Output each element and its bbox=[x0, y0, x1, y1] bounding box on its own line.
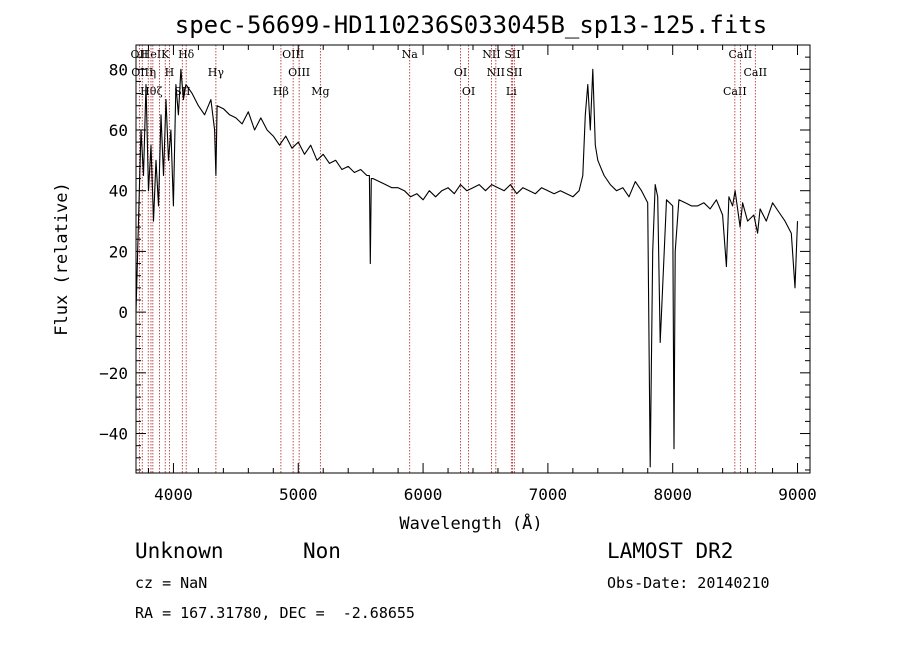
line-label: Hγ bbox=[208, 66, 225, 79]
y-tick-label: 20 bbox=[109, 242, 128, 261]
y-tick-label: 60 bbox=[109, 121, 128, 140]
line-label: SII bbox=[504, 48, 520, 61]
x-tick-label: 4000 bbox=[154, 485, 193, 504]
line-label: OI bbox=[462, 85, 475, 98]
line-label: NII bbox=[487, 66, 505, 79]
y-tick-label: −20 bbox=[99, 364, 128, 383]
line-label: η bbox=[150, 66, 157, 79]
emission-lines-layer: OIIOIIIHθHeIηζKHSIIHδHγHβOIIIOIIIMgNaOIO… bbox=[131, 45, 767, 473]
radec-label: RA = 167.31780, DEC = -2.68655 bbox=[135, 604, 415, 622]
chart-title: spec-56699-HD110236S033045B_sp13-125.fit… bbox=[175, 11, 767, 39]
line-label: CaII bbox=[743, 66, 767, 79]
line-label: OIII bbox=[288, 66, 310, 79]
line-label: ζ bbox=[157, 85, 163, 98]
obs-date-label: Obs-Date: 20140210 bbox=[607, 574, 770, 592]
series-layer bbox=[135, 68, 799, 468]
y-tick-label: 40 bbox=[109, 182, 128, 201]
x-tick-label: 9000 bbox=[778, 485, 817, 504]
x-tick-label: 7000 bbox=[529, 485, 568, 504]
line-label: Li bbox=[506, 85, 517, 98]
line-label: CaII bbox=[729, 48, 753, 61]
spectrum-chart: spec-56699-HD110236S033045B_sp13-125.fit… bbox=[52, 11, 817, 534]
class-label: Unknown bbox=[135, 539, 224, 563]
line-label: HeI bbox=[141, 48, 161, 61]
line-label: H bbox=[165, 66, 175, 79]
y-tick-label: 0 bbox=[118, 303, 128, 322]
y-tick-label: 80 bbox=[109, 60, 128, 79]
line-label: OII bbox=[131, 48, 149, 61]
line-label: Hθ bbox=[140, 85, 157, 98]
cz-label: cz = NaN bbox=[135, 574, 208, 592]
line-label: OI bbox=[454, 66, 467, 79]
line-label: Hδ bbox=[178, 48, 195, 61]
line-label: OIII bbox=[282, 48, 304, 61]
survey-label: LAMOST DR2 bbox=[607, 539, 734, 563]
line-label: SII bbox=[506, 66, 522, 79]
line-label: Na bbox=[402, 48, 419, 61]
x-tick-label: 8000 bbox=[653, 485, 692, 504]
line-label: Mg bbox=[311, 85, 329, 98]
x-axis-label: Wavelength (Å) bbox=[399, 512, 542, 534]
ticks-layer: 4000 5000 6000 7000 8000 9000 −40 −20 0 20 40 60 80 bbox=[99, 44, 817, 504]
plot-frame bbox=[135, 44, 811, 474]
x-tick-label: 5000 bbox=[279, 485, 318, 504]
x-tick-label: 6000 bbox=[404, 485, 443, 504]
y-tick-label: −40 bbox=[99, 425, 128, 444]
spectrum-series bbox=[135, 68, 799, 468]
line-label: K bbox=[161, 48, 170, 61]
line-label: CaII bbox=[723, 85, 747, 98]
subclass-label: Non bbox=[303, 539, 341, 563]
line-label: Hβ bbox=[273, 85, 289, 98]
y-axis-label: Flux (relative) bbox=[52, 182, 72, 336]
